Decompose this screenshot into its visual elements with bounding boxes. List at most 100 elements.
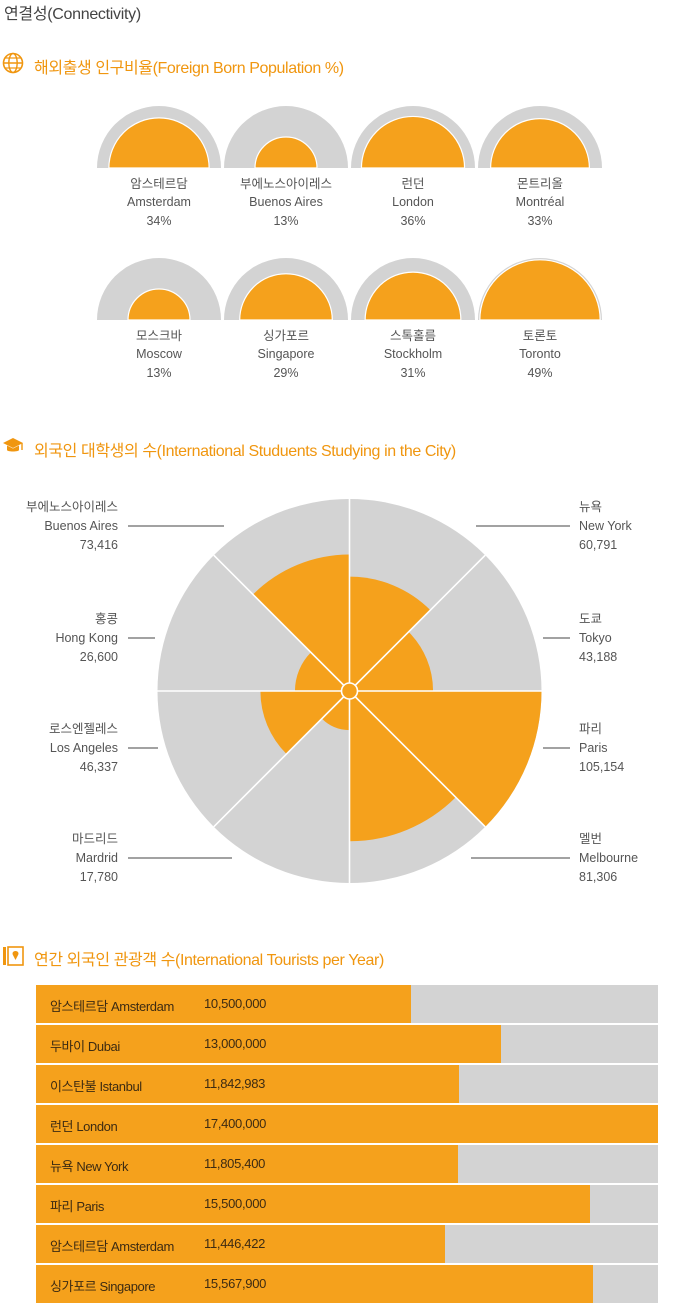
city-name-ko: 로스엔젤레스	[49, 722, 118, 736]
city-name-ko: 몬트리올	[517, 177, 563, 191]
value-label: 13%	[273, 214, 298, 228]
foreign-born-item: 부에노스아이레스 Buenos Aires 13%	[224, 106, 348, 228]
value-label: 46,337	[80, 760, 118, 774]
bar-fill	[36, 1105, 658, 1143]
city-name-en: Buenos Aires	[44, 519, 118, 533]
bar-value: 13,000,000	[204, 1036, 267, 1051]
bar-fill	[36, 1225, 446, 1263]
city-name-en: Moscow	[136, 347, 183, 361]
semicircle-value	[490, 118, 590, 169]
semicircle-value	[127, 288, 191, 321]
bar-fill	[36, 1025, 501, 1063]
bar-label: 뉴욕 New York	[50, 1159, 129, 1174]
value-label: 60,791	[579, 538, 617, 552]
value-label: 33%	[527, 214, 552, 228]
city-name-ko: 뉴욕	[579, 500, 602, 514]
section-title-foreign: 해외출생 인구비율(Foreign Born Population %)	[34, 60, 344, 77]
bar-row: 런던 London 17,400,000	[36, 1105, 658, 1143]
semicircle-value	[360, 115, 466, 169]
bar-label: 암스테르담 Amsterdam	[50, 999, 174, 1014]
city-name-ko: 파리	[579, 722, 602, 736]
city-name-en: Paris	[579, 741, 607, 755]
bar-row: 싱가포르 Singapore 15,567,900	[36, 1265, 658, 1303]
value-label: 31%	[400, 366, 425, 380]
value-label: 49%	[527, 366, 552, 380]
bar-fill	[36, 1185, 591, 1223]
section-title-tourists: 연간 외국인 관광객 수(International Tourists per …	[34, 952, 384, 969]
value-label: 26,600	[80, 650, 118, 664]
polar-label: 홍콩 Hong Kong 26,600	[55, 612, 155, 664]
bar-fill	[36, 1065, 460, 1103]
bar-row: 암스테르담 Amsterdam 11,446,422	[36, 1225, 658, 1263]
bar-row: 뉴욕 New York 11,805,400	[36, 1145, 658, 1183]
city-name-ko: 멜번	[579, 832, 602, 846]
polar-value-wedge	[321, 691, 350, 731]
city-name-en: New York	[579, 519, 633, 533]
city-name-ko: 홍콩	[95, 612, 118, 626]
polar-label: 도쿄 Tokyo 43,188	[543, 612, 617, 664]
polar-value-wedge	[349, 691, 542, 827]
city-name-en: Melbourne	[579, 851, 638, 865]
value-label: 36%	[400, 214, 425, 228]
foreign-born-item: 싱가포르 Singapore 29%	[224, 258, 348, 380]
foreign-born-item: 암스테르담 Amsterdam 34%	[97, 106, 221, 228]
polar-label: 파리 Paris 105,154	[543, 722, 624, 774]
semicircle-value	[239, 273, 333, 321]
bar-label: 파리 Paris	[50, 1199, 104, 1214]
bar-value: 11,446,422	[204, 1236, 266, 1251]
city-name-ko: 런던	[401, 177, 424, 191]
bar-value: 15,500,000	[204, 1196, 267, 1211]
foreign-born-item: 토론토 Toronto 49%	[478, 258, 602, 380]
page-title: 연결성(Connectivity)	[4, 6, 141, 23]
bar-value: 11,842,983	[204, 1076, 266, 1091]
bar-value: 10,500,000	[204, 996, 267, 1011]
polar-label: 멜번 Melbourne 81,306	[471, 832, 638, 884]
value-label: 29%	[273, 366, 298, 380]
map-pin-icon	[3, 946, 24, 966]
value-label: 73,416	[80, 538, 118, 552]
bar-label: 싱가포르 Singapore	[50, 1279, 156, 1294]
semicircle-value	[254, 136, 318, 169]
bar-label: 런던 London	[50, 1119, 118, 1134]
value-label: 34%	[146, 214, 171, 228]
polar-value-wedge	[349, 691, 456, 842]
bar-fill	[36, 1265, 593, 1303]
bar-label: 암스테르담 Amsterdam	[50, 1239, 174, 1254]
city-name-en: Montréal	[516, 195, 565, 209]
bar-value: 11,805,400	[204, 1156, 266, 1171]
polar-separator	[348, 690, 486, 828]
polar-value-wedge	[349, 576, 431, 691]
value-label: 43,188	[579, 650, 617, 664]
bar-row: 암스테르담 Amsterdam 10,500,000	[36, 985, 658, 1023]
foreign-born-item: 모스크바 Moscow 13%	[97, 258, 221, 380]
globe-icon	[2, 52, 24, 74]
polar-value-wedge	[253, 554, 350, 691]
polar-separator	[348, 554, 486, 692]
bar-value: 15,567,900	[204, 1276, 267, 1291]
city-name-en: Mardrid	[76, 851, 118, 865]
city-name-ko: 부에노스아이레스	[26, 500, 118, 514]
bar-fill	[36, 985, 412, 1023]
city-name-ko: 스톡홀름	[390, 329, 436, 343]
city-name-en: Amsterdam	[127, 195, 191, 209]
city-name-ko: 모스크바	[136, 329, 183, 343]
polar-label: 뉴욕 New York 60,791	[476, 500, 633, 552]
bar-value: 17,400,000	[204, 1116, 267, 1131]
city-name-ko: 부에노스아이레스	[240, 177, 332, 191]
polar-label: 부에노스아이레스 Buenos Aires 73,416	[26, 500, 224, 552]
polar-track-wedge	[213, 691, 350, 883]
semicircle-value	[479, 259, 601, 321]
polar-separator	[213, 554, 351, 692]
city-name-en: Buenos Aires	[249, 195, 323, 209]
polar-value-wedge	[294, 652, 350, 691]
bar-fill	[36, 1145, 458, 1183]
polar-separator	[213, 690, 351, 828]
value-label: 13%	[146, 366, 171, 380]
section-title-students: 외국인 대학생의 수(International Studuents Study…	[34, 443, 456, 460]
polar-label: 마드리드 Mardrid 17,780	[72, 832, 232, 884]
semicircle-value	[364, 271, 462, 321]
bar-row: 파리 Paris 15,500,000	[36, 1185, 658, 1223]
bar-label: 이스탄불 Istanbul	[50, 1079, 142, 1094]
value-label: 81,306	[579, 870, 617, 884]
city-name-en: London	[392, 195, 434, 209]
